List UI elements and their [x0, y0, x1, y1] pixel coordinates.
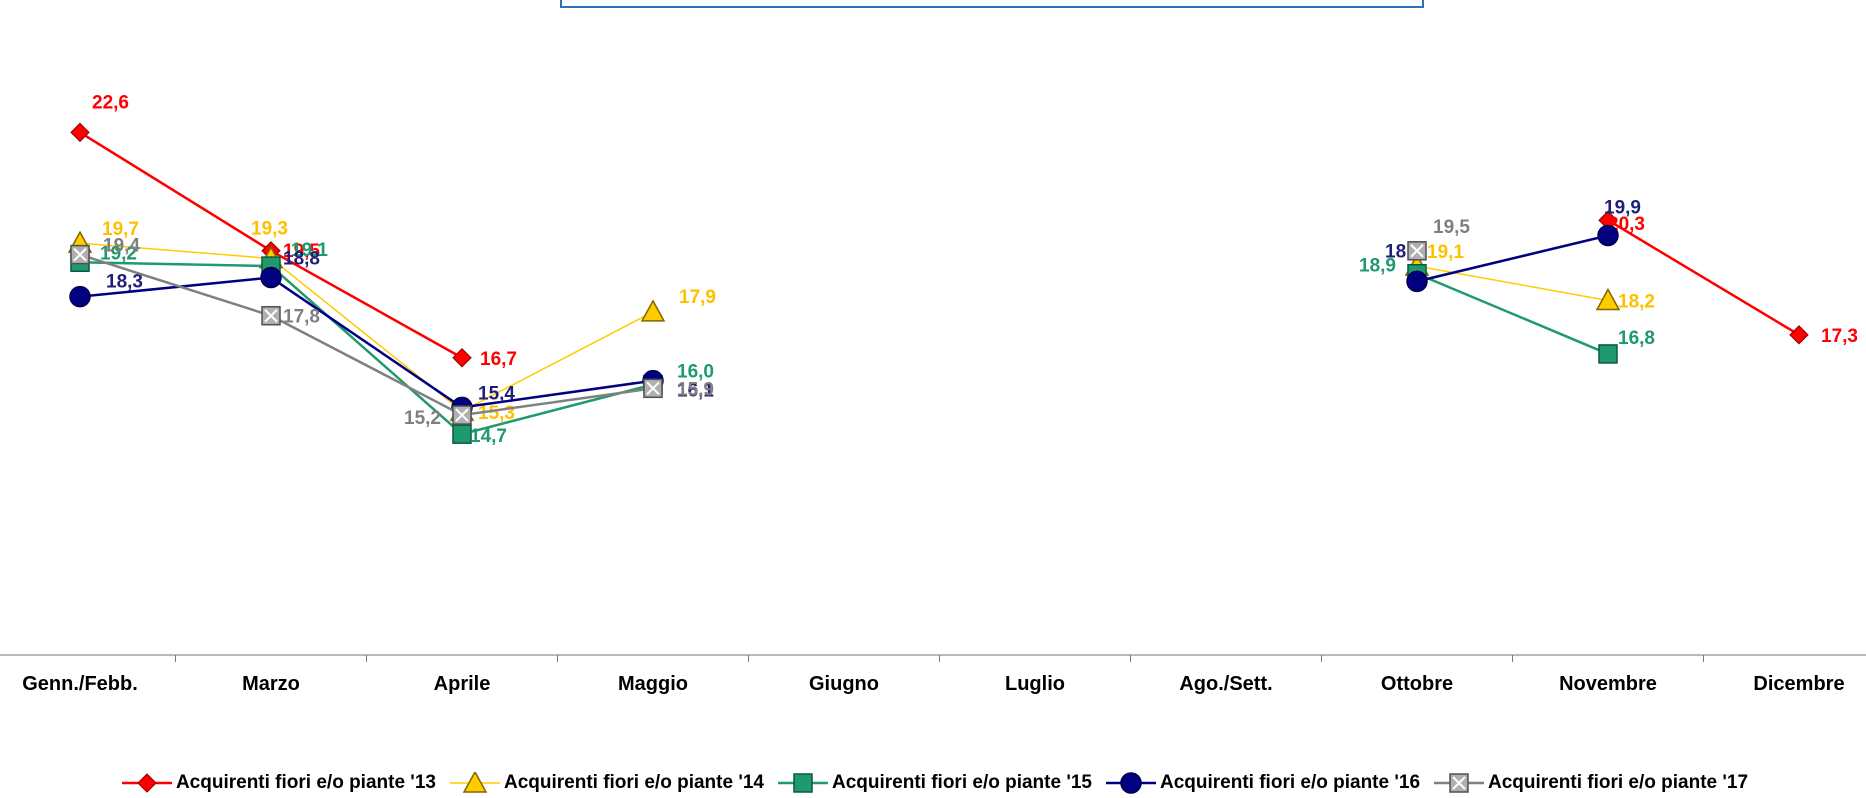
- x-tick-label: Aprile: [434, 673, 491, 695]
- data-label: 16,8: [1618, 328, 1655, 349]
- series-line: [79, 261, 654, 436]
- data-label: 19,9: [1604, 198, 1641, 219]
- legend-label: Acquirenti fiori e/o piante '16: [1160, 772, 1421, 793]
- legend-item: Acquirenti fiori e/o piante '15: [774, 772, 1092, 794]
- legend-marker-cross: [1452, 776, 1466, 790]
- data-label: 15,9: [677, 379, 714, 400]
- data-label: 19,4: [103, 236, 140, 257]
- data-label: 18,2: [1618, 291, 1655, 312]
- x-tick-label: Ago./Sett.: [1179, 673, 1272, 695]
- legend-swatch: [777, 773, 828, 793]
- legend-swatch: [121, 773, 172, 793]
- data-point: [1598, 344, 1618, 364]
- legend-marker: [462, 772, 488, 793]
- data-label: 16,7: [480, 349, 517, 370]
- data-label: 19,1: [1427, 242, 1464, 263]
- x-tick-label: Maggio: [618, 673, 688, 695]
- legend-item: Acquirenti fiori e/o piante '16: [1102, 772, 1420, 794]
- data-label: 19,1: [291, 240, 328, 261]
- data-label: 19,5: [283, 241, 320, 262]
- x-tick-label: Novembre: [1559, 673, 1657, 695]
- data-label: 19,7: [102, 219, 139, 240]
- series-17: 19,4 17,8 15,2 15,9 19,5: [70, 217, 1470, 429]
- data-label: 15,4: [478, 383, 515, 404]
- legend-label: Acquirenti fiori e/o piante '17: [1488, 772, 1749, 793]
- data-point: [1595, 287, 1621, 311]
- data-label: 20,3: [1608, 214, 1645, 235]
- data-point: [1406, 270, 1428, 293]
- series-15: 19,2 19,1 14,7 16,0 18,9 16,8: [70, 240, 1655, 447]
- series-line: [79, 242, 654, 412]
- legend-label: Acquirenti fiori e/o piante '14: [503, 772, 764, 793]
- legend-swatch: [1106, 772, 1156, 794]
- legend-swatch: [449, 772, 500, 793]
- x-tick-label: Genn./Febb.: [22, 673, 138, 695]
- data-label: 15,2: [404, 408, 441, 429]
- data-label: 18,8: [283, 249, 320, 270]
- series-line: [79, 253, 654, 417]
- data-label: 19,3: [251, 218, 288, 239]
- legend-marker: [1120, 772, 1142, 794]
- series-line: [1416, 272, 1609, 356]
- data-point: [452, 424, 472, 444]
- x-tick-label: Dicembre: [1753, 673, 1844, 695]
- data-label: 19,5: [1433, 217, 1470, 238]
- series-line: [1607, 219, 1800, 336]
- data-point: [70, 122, 90, 143]
- legend-label: Acquirenti fiori e/o piante '13: [175, 772, 436, 793]
- data-point: [1789, 325, 1809, 345]
- data-point: [452, 348, 472, 368]
- data-label: 18,3: [106, 272, 143, 293]
- legend-swatch: [1434, 773, 1485, 793]
- x-tick-label: Luglio: [1005, 673, 1065, 695]
- data-label: 16,1: [677, 381, 714, 402]
- series-line: [1416, 234, 1609, 283]
- legend-marker: [137, 773, 157, 793]
- data-label: 17,3: [1821, 326, 1858, 347]
- legend-item: Acquirenti fiori e/o piante '14: [446, 772, 764, 794]
- data-point: [260, 266, 282, 289]
- x-tick-label: Giugno: [809, 673, 879, 695]
- x-tick-label: Marzo: [242, 673, 300, 695]
- legend-item: Acquirenti fiori e/o piante '13: [118, 772, 436, 794]
- data-point-cross: [1410, 244, 1424, 258]
- data-point-cross: [455, 408, 469, 422]
- data-label: 18,9: [1359, 256, 1396, 277]
- x-tick-label: Ottobre: [1381, 673, 1453, 695]
- chart-legend: Acquirenti fiori e/o piante '13 Acquirent…: [0, 771, 1866, 795]
- series-line: [79, 276, 654, 409]
- data-point: [640, 299, 666, 322]
- data-label: 17,9: [679, 287, 716, 308]
- data-point-cross: [264, 309, 278, 323]
- data-label: 14,7: [470, 426, 507, 447]
- data-label: 16,0: [677, 362, 714, 383]
- series-13: 22,6 19,5 16,7 20,3 17,3: [70, 92, 1858, 370]
- data-point: [69, 285, 91, 308]
- data-point: [1597, 224, 1619, 247]
- series-line: [1416, 265, 1609, 302]
- data-point-cross: [73, 247, 87, 262]
- chart-title-box: [560, 0, 1424, 8]
- legend-label: Acquirenti fiori e/o piante '15: [831, 772, 1092, 793]
- legend-item: Acquirenti fiori e/o piante '17: [1430, 772, 1748, 794]
- data-label: 22,6: [92, 92, 129, 113]
- data-label: 19,2: [100, 243, 137, 264]
- legend-marker: [793, 773, 813, 793]
- data-point-cross: [646, 381, 660, 396]
- data-label: 17,8: [283, 307, 320, 328]
